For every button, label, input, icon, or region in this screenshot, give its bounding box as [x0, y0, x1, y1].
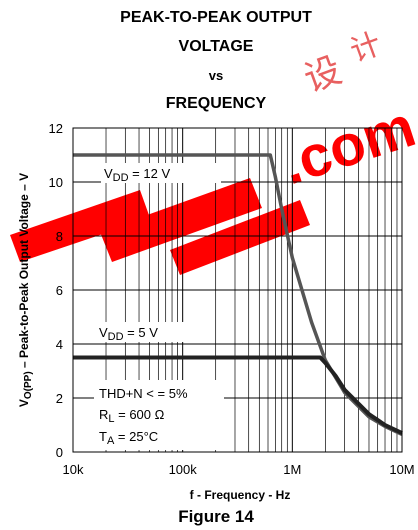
watermark-stroke-2	[100, 178, 262, 262]
plot-frame	[72, 127, 403, 453]
x-tick-label: 100k	[169, 462, 198, 477]
y-tick-label: 6	[56, 283, 63, 298]
y-tick-label: 12	[49, 121, 63, 136]
annotations: VDD = 12 V VDD = 5 V THD+N < = 5% RL = 600 …	[94, 163, 224, 450]
series-label-vdd-5: VDD = 5 V	[99, 325, 158, 343]
series-line	[73, 355, 403, 435]
x-tick-label: 1M	[283, 462, 301, 477]
y-tick-label: 8	[56, 229, 63, 244]
series-label-vdd-12: VDD = 12 V	[104, 166, 170, 184]
x-tick-label: 10M	[389, 462, 414, 477]
condition-label: THD+N < = 5%	[99, 386, 188, 401]
title-line: FREQUENCY	[166, 95, 267, 112]
y-axis-label: VO(PP) – Peak-to-Peak Output Voltage – V	[17, 173, 34, 407]
series-line	[73, 153, 403, 436]
y-tick-label: 10	[49, 175, 63, 190]
figure-caption: Figure 14	[178, 507, 254, 526]
x-tick-labels: 10k 100k 1M 10M	[63, 462, 415, 477]
conditions-bg	[94, 380, 224, 450]
condition-label: TA = 25°C	[99, 429, 158, 447]
title-line: vs	[209, 68, 223, 83]
chart-title: PEAK-TO-PEAK OUTPUT VOLTAGE vs FREQUENCY	[120, 9, 312, 112]
y-tick-label: 0	[56, 445, 63, 460]
title-line: VOLTAGE	[179, 38, 254, 55]
y-tick-label: 4	[56, 337, 63, 352]
title-line: PEAK-TO-PEAK OUTPUT	[120, 9, 312, 26]
x-axis-label: f - Frequency - Hz	[190, 488, 291, 502]
x-tick-label: 10k	[63, 462, 84, 477]
watermark-glyph-1: 设	[299, 49, 347, 100]
watermark-stroke-1	[10, 190, 150, 262]
y-tick-labels: 0 2 4 6 8 10 12	[49, 121, 63, 460]
label-bg	[101, 163, 221, 183]
label-bg	[97, 322, 207, 342]
condition-label: RL = 600 Ω	[99, 407, 165, 425]
watermark-glyph-2: 计	[346, 27, 385, 68]
series-lines	[73, 153, 403, 436]
y-tick-label: 2	[56, 391, 63, 406]
watermark: .com 设 计	[10, 27, 418, 275]
